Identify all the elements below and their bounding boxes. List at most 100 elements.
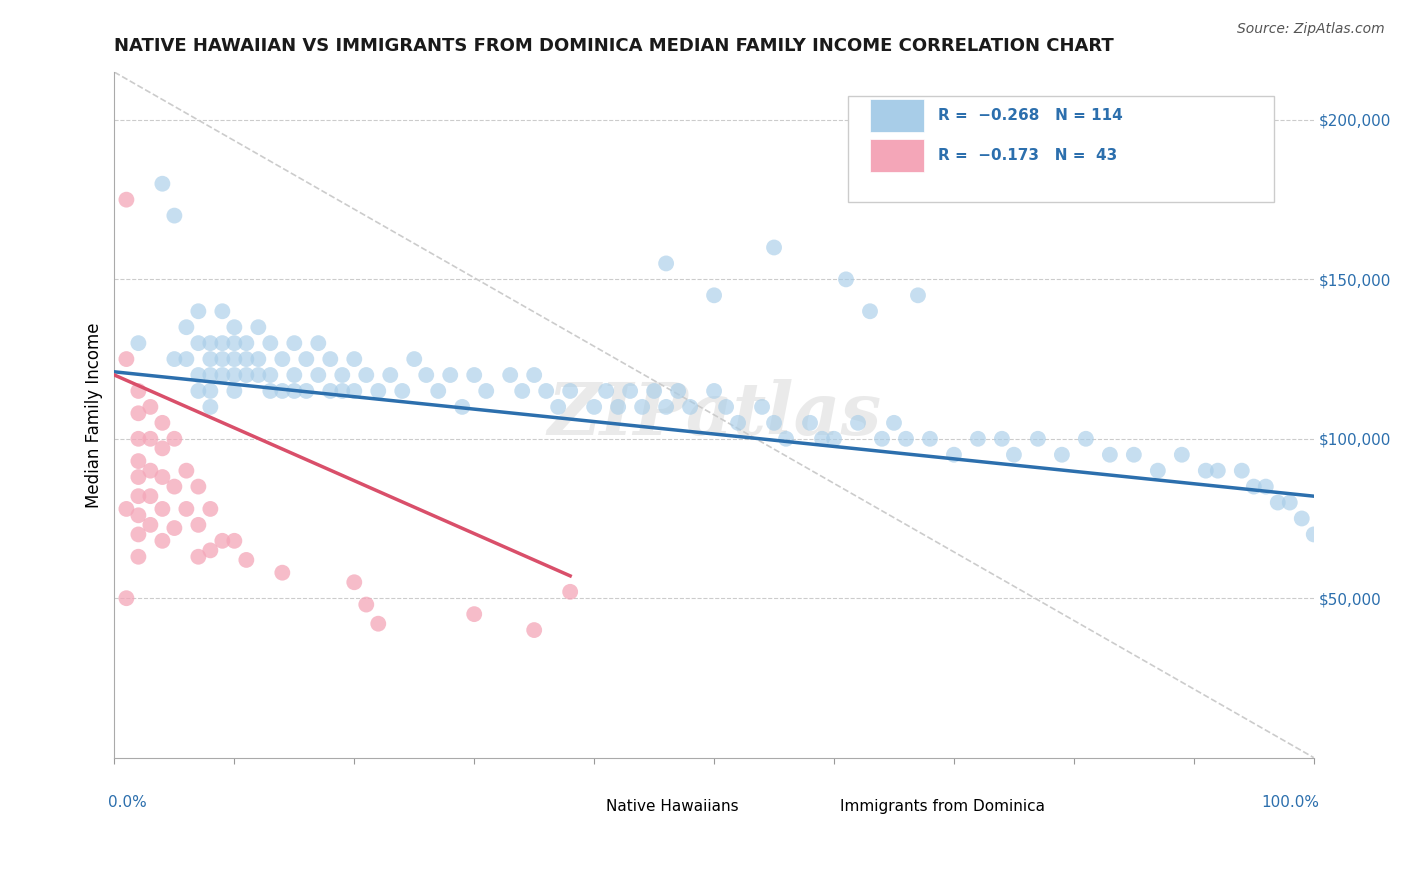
Point: [127, 470, 149, 484]
Point: [139, 432, 162, 446]
Point: [139, 400, 162, 414]
Point: [176, 502, 198, 516]
Point: [523, 368, 546, 382]
Point: [1026, 432, 1049, 446]
Point: [163, 352, 186, 367]
Point: [1243, 480, 1265, 494]
Point: [1098, 448, 1121, 462]
Point: [127, 489, 149, 503]
Point: [1171, 448, 1194, 462]
Point: [763, 416, 786, 430]
Point: [319, 352, 342, 367]
Point: [367, 384, 389, 398]
Point: [200, 502, 222, 516]
Point: [224, 336, 246, 351]
Point: [1195, 464, 1218, 478]
Point: [115, 352, 138, 367]
Point: [187, 480, 209, 494]
Point: [330, 384, 353, 398]
Point: [271, 384, 294, 398]
Point: [127, 454, 149, 468]
Point: [870, 432, 893, 446]
Point: [380, 368, 402, 382]
Point: [463, 368, 485, 382]
Point: [714, 400, 737, 414]
Point: [1122, 448, 1144, 462]
Point: [643, 384, 665, 398]
Point: [187, 549, 209, 564]
Point: [150, 533, 173, 548]
Point: [1206, 464, 1229, 478]
Point: [187, 336, 209, 351]
Point: [224, 368, 246, 382]
Point: [150, 502, 173, 516]
Point: [235, 368, 257, 382]
Point: [247, 368, 270, 382]
Point: [139, 517, 162, 532]
Point: [211, 336, 233, 351]
Point: [1291, 511, 1313, 525]
Point: [607, 400, 630, 414]
Point: [224, 384, 246, 398]
Point: [846, 416, 869, 430]
Point: [283, 384, 305, 398]
Point: [967, 432, 990, 446]
Point: [1002, 448, 1025, 462]
Y-axis label: Median Family Income: Median Family Income: [86, 322, 103, 508]
Point: [259, 384, 281, 398]
Point: [200, 543, 222, 558]
Text: 0.0%: 0.0%: [108, 796, 148, 810]
Point: [139, 489, 162, 503]
Point: [751, 400, 773, 414]
FancyBboxPatch shape: [848, 96, 1274, 202]
Point: [319, 384, 342, 398]
Point: [560, 384, 582, 398]
Point: [775, 432, 797, 446]
Point: [163, 432, 186, 446]
Point: [259, 368, 281, 382]
Point: [200, 352, 222, 367]
Point: [307, 368, 329, 382]
Point: [631, 400, 654, 414]
Point: [127, 384, 149, 398]
Point: [343, 575, 366, 590]
Point: [176, 352, 198, 367]
Point: [163, 480, 186, 494]
Point: [1267, 495, 1289, 509]
Point: [356, 598, 378, 612]
Point: [619, 384, 641, 398]
Point: [475, 384, 498, 398]
Point: [115, 193, 138, 207]
Point: [200, 384, 222, 398]
Point: [307, 336, 329, 351]
Point: [247, 320, 270, 334]
Point: [534, 384, 557, 398]
Point: [560, 584, 582, 599]
Point: [1302, 527, 1324, 541]
Point: [427, 384, 450, 398]
Point: [211, 352, 233, 367]
Text: Immigrants from Dominica: Immigrants from Dominica: [839, 799, 1045, 814]
Point: [211, 304, 233, 318]
Point: [187, 368, 209, 382]
Point: [1074, 432, 1097, 446]
Point: [211, 533, 233, 548]
Point: [547, 400, 569, 414]
Point: [439, 368, 461, 382]
Point: [235, 352, 257, 367]
Point: [150, 177, 173, 191]
Point: [295, 352, 318, 367]
Point: [150, 416, 173, 430]
Point: [415, 368, 437, 382]
Point: [894, 432, 917, 446]
Point: [150, 470, 173, 484]
Point: [523, 623, 546, 637]
Point: [115, 591, 138, 606]
Point: [510, 384, 533, 398]
Point: [918, 432, 941, 446]
Point: [235, 553, 257, 567]
Point: [271, 566, 294, 580]
Point: [811, 432, 834, 446]
Point: [127, 508, 149, 523]
Point: [451, 400, 474, 414]
